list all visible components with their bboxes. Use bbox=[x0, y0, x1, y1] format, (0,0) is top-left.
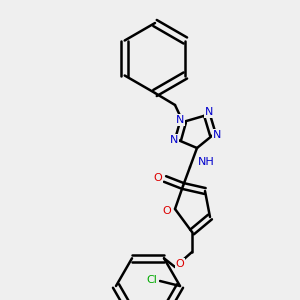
Text: Cl: Cl bbox=[147, 275, 158, 285]
Text: O: O bbox=[163, 206, 171, 216]
Text: NH: NH bbox=[198, 157, 214, 167]
Text: N: N bbox=[170, 135, 178, 145]
Text: O: O bbox=[154, 173, 162, 183]
Text: O: O bbox=[176, 259, 184, 269]
Text: N: N bbox=[213, 130, 221, 140]
Text: N: N bbox=[205, 107, 213, 117]
Text: N: N bbox=[176, 115, 184, 125]
